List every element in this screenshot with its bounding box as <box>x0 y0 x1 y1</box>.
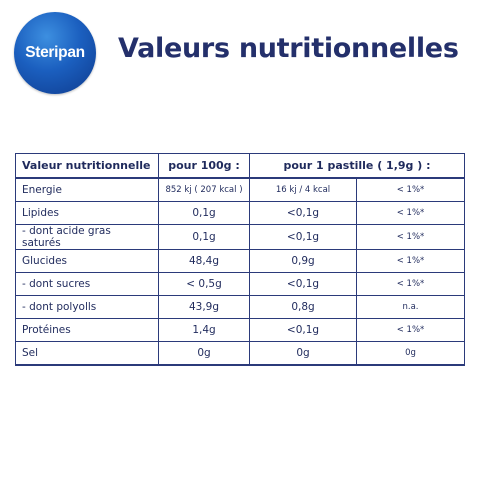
table-cell: <0,1g <box>249 201 357 225</box>
table-cell: 43,9g <box>158 295 250 319</box>
table-cell: < 0,5g <box>158 272 250 296</box>
table-row: Energie 852 kj ( 207 kcal ) 16 kj / 4 kcal… <box>15 177 465 202</box>
table-cell: 48,4g <box>158 249 250 273</box>
table-cell: Lipides <box>15 201 159 225</box>
header-cell: pour 1 pastille ( 1,9g ) : <box>249 153 465 179</box>
table-cell: < 1%* <box>356 201 465 225</box>
table-row: Sel 0g 0g 0g <box>15 341 465 366</box>
table-cell: 852 kj ( 207 kcal ) <box>158 177 250 202</box>
table-cell: - dont polyolls <box>15 295 159 319</box>
table-cell: <0,1g <box>249 224 357 250</box>
table-cell: < 1%* <box>356 177 465 202</box>
table-cell: 0,8g <box>249 295 357 319</box>
table-cell: < 1%* <box>356 272 465 296</box>
table-cell: Energie <box>15 177 159 202</box>
table-row: Lipides 0,1g <0,1g < 1%* <box>15 201 465 225</box>
logo: Steripan <box>14 12 96 94</box>
table-cell: 16 kj / 4 kcal <box>249 177 357 202</box>
table-cell: - dont acide gras saturés <box>15 224 159 250</box>
table-cell: Glucides <box>15 249 159 273</box>
table-cell: <0,1g <box>249 272 357 296</box>
table-row: Glucides 48,4g 0,9g < 1%* <box>15 249 465 273</box>
table-cell: 0g <box>356 341 465 366</box>
table-cell: <0,1g <box>249 318 357 342</box>
table-cell: n.a. <box>356 295 465 319</box>
table-cell: Sel <box>15 341 159 366</box>
table-cell: 0g <box>158 341 250 366</box>
table-cell: 0g <box>249 341 357 366</box>
header-row: Valeur nutritionnelle pour 100g : pour 1 p… <box>15 153 465 179</box>
table-row: - dont polyolls 43,9g 0,8g n.a. <box>15 295 465 319</box>
nutrition-table: Valeur nutritionnelle pour 100g : pour 1 p… <box>15 153 465 366</box>
title: Valeurs nutritionnelles <box>118 33 459 64</box>
table-row: - dont acide gras saturés 0,1g <0,1g < 1%* <box>15 224 465 250</box>
table-cell: < 1%* <box>356 318 465 342</box>
table-cell: 0,9g <box>249 249 357 273</box>
header-cell: Valeur nutritionnelle <box>15 153 159 179</box>
table-cell: 0,1g <box>158 201 250 225</box>
table-cell: < 1%* <box>356 249 465 273</box>
header-cell: pour 100g : <box>158 153 250 179</box>
table-cell: 1,4g <box>158 318 250 342</box>
table-cell: < 1%* <box>356 224 465 250</box>
table-row: - dont sucres < 0,5g <0,1g < 1%* <box>15 272 465 296</box>
table-cell: Protéines <box>15 318 159 342</box>
table-cell: - dont sucres <box>15 272 159 296</box>
logo-text: Steripan <box>25 44 85 61</box>
table-cell: 0,1g <box>158 224 250 250</box>
table-row: Protéines 1,4g <0,1g < 1%* <box>15 318 465 342</box>
